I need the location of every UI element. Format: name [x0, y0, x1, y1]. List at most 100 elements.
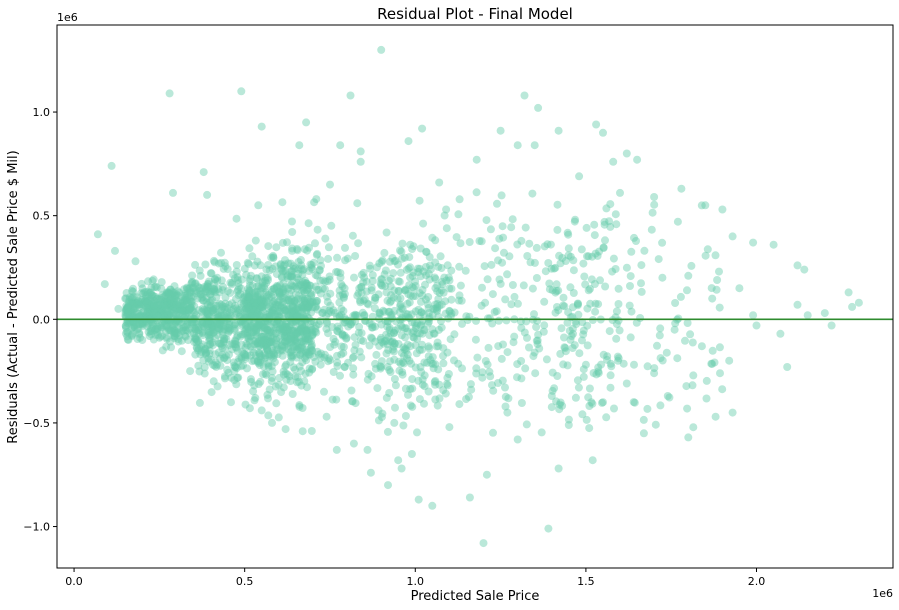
scatter-point [280, 332, 289, 341]
scatter-point [216, 354, 225, 363]
scatter-point [190, 318, 199, 327]
scatter-point [146, 305, 155, 314]
scatter-point [180, 285, 189, 294]
scatter-point [295, 141, 304, 150]
scatter-point [351, 399, 360, 408]
scatter-point [447, 284, 456, 293]
scatter-point [220, 258, 229, 267]
scatter-point [188, 271, 197, 280]
scatter-point [395, 277, 404, 286]
scatter-point [302, 356, 311, 365]
scatter-point [243, 351, 252, 360]
scatter-point [146, 303, 155, 312]
scatter-point [429, 329, 438, 338]
scatter-point [293, 328, 302, 337]
scatter-point [307, 290, 316, 299]
scatter-point [244, 297, 253, 306]
scatter-point [256, 298, 265, 307]
scatter-point [259, 300, 268, 309]
scatter-point [252, 326, 261, 335]
scatter-point [417, 368, 426, 377]
scatter-point [457, 296, 466, 305]
scatter-point [206, 296, 215, 305]
x-axis-offset-label: 1e6 [872, 587, 893, 600]
scatter-point [409, 268, 418, 277]
scatter-point [286, 281, 295, 290]
scatter-point [264, 362, 273, 371]
scatter-point [206, 290, 215, 299]
scatter-point [186, 283, 195, 292]
y-axis-offset-label: 1e6 [57, 11, 78, 24]
scatter-point [426, 356, 435, 364]
scatter-point [204, 357, 213, 366]
scatter-point [401, 412, 410, 420]
scatter-point [182, 296, 191, 305]
scatter-point [269, 306, 277, 315]
scatter-point [140, 288, 149, 297]
scatter-point [159, 310, 168, 319]
scatter-point [170, 327, 179, 335]
scatter-point [433, 281, 442, 290]
scatter-point [622, 379, 631, 388]
scatter-point [486, 225, 495, 234]
scatter-point [485, 314, 494, 323]
scatter-point [202, 349, 210, 358]
scatter-point [279, 325, 288, 334]
x-tick-label: 2.0 [748, 575, 766, 588]
scatter-point [206, 269, 215, 278]
scatter-point [281, 306, 290, 315]
scatter-point [683, 286, 691, 295]
scatter-point [257, 122, 266, 131]
scatter-point [413, 334, 422, 343]
scatter-point [259, 332, 268, 341]
scatter-point [216, 339, 225, 348]
scatter-point [327, 308, 336, 316]
scatter-point [402, 265, 411, 274]
scatter-point [232, 343, 241, 352]
scatter-point [371, 293, 380, 302]
scatter-point [150, 310, 158, 319]
scatter-point [503, 408, 512, 417]
scatter-point [571, 393, 580, 402]
scatter-point [283, 339, 292, 348]
scatter-point [292, 316, 301, 325]
scatter-point [372, 350, 381, 359]
scatter-point [711, 251, 720, 260]
scatter-point [166, 326, 175, 335]
scatter-point [578, 336, 586, 345]
scatter-point [252, 310, 261, 319]
scatter-point [248, 328, 257, 337]
scatter-point [355, 284, 364, 293]
scatter-point [382, 288, 391, 297]
scatter-point [420, 358, 429, 367]
scatter-point [301, 348, 310, 357]
scatter-point [306, 289, 315, 298]
scatter-point [172, 290, 181, 299]
scatter-point [441, 297, 450, 306]
scatter-point [198, 318, 207, 327]
scatter-point [486, 372, 495, 381]
scatter-point [244, 331, 252, 340]
scatter-point [446, 335, 455, 344]
scatter-point [354, 328, 363, 337]
scatter-point [249, 299, 258, 308]
scatter-point [361, 316, 369, 325]
scatter-point [241, 400, 250, 409]
scatter-point [305, 368, 314, 377]
scatter-point [333, 351, 341, 360]
scatter-point [363, 445, 372, 454]
scatter-point [199, 289, 208, 298]
scatter-point [430, 273, 439, 282]
scatter-point [294, 306, 302, 315]
scatter-point [426, 261, 434, 270]
scatter-point [417, 308, 426, 317]
scatter-point [375, 308, 384, 317]
scatter-point [396, 359, 405, 368]
scatter-point [339, 349, 348, 358]
scatter-point [297, 314, 306, 323]
scatter-point [481, 357, 490, 365]
scatter-point [197, 294, 206, 303]
scatter-point [256, 287, 265, 296]
scatter-point [232, 340, 241, 349]
scatter-point [245, 287, 254, 296]
